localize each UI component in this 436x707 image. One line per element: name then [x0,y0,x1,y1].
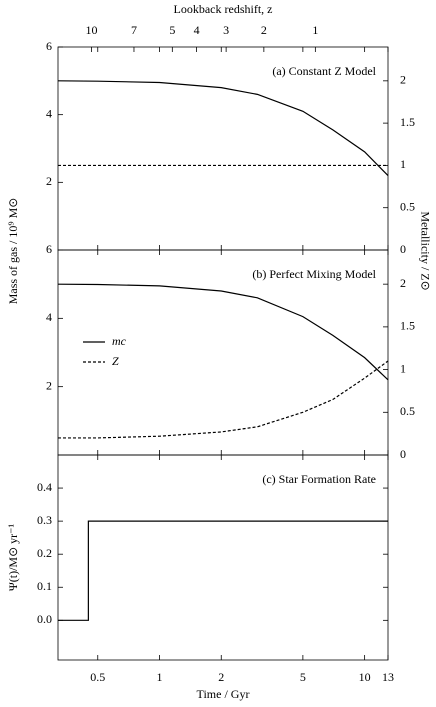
y-tick-label: 2 [46,378,52,392]
legend-label: mc [112,334,127,348]
x-tick-label: 2 [218,670,224,684]
y-tick-label: 0.4 [37,480,52,494]
y-tick-label: 2 [46,174,52,188]
y2-axis-label: Metallicity / Z⊙ [418,211,432,290]
plot-frame [57,249,389,456]
y2-tick-label: 1 [400,361,406,375]
x-tick-label: 10 [359,670,371,684]
panel-title: (c) Star Formation Rate [262,472,376,486]
series-line [57,80,389,176]
plot-frame [57,454,389,661]
x2-tick-label: 4 [194,23,200,37]
series-line [58,520,388,621]
y2-tick-label: 0.5 [400,199,415,213]
x-tick-label: 0.5 [90,670,105,684]
y-axis-label: Ψ(t)/M⊙ yr⁻¹ [6,524,20,592]
y-tick-label: 6 [46,242,52,256]
y2-tick-label: 2 [400,276,406,290]
x-tick-label: 5 [300,670,306,684]
x2-axis-label: Lookback redshift, z [174,2,273,16]
x-tick-label: 1 [157,670,163,684]
y2-tick-label: 1.5 [400,115,415,129]
y-tick-label: 0.3 [37,513,52,527]
panel-title: (a) Constant Z Model [272,64,376,78]
series-line [58,360,389,439]
y2-tick-label: 0 [400,447,406,461]
x-axis-label: Time / Gyr [197,687,250,701]
y-tick-label: 0.0 [37,612,52,626]
series-line [57,283,389,381]
y2-tick-label: 0 [400,242,406,256]
y-tick-label: 4 [46,310,52,324]
y-tick-label: 0.1 [37,579,52,593]
x-tick-label: 13 [382,670,394,684]
y2-tick-label: 2 [400,73,406,87]
x2-tick-label: 1 [312,23,318,37]
x2-tick-label: 3 [223,23,229,37]
y-tick-label: 6 [46,39,52,53]
y2-tick-label: 0.5 [400,404,415,418]
legend-label: Z [112,354,119,368]
x2-tick-label: 7 [131,23,137,37]
x2-tick-label: 10 [85,23,97,37]
y-tick-label: 4 [46,106,52,120]
y-tick-label: 0.2 [37,546,52,560]
panel-title: (b) Perfect Mixing Model [252,267,376,281]
y2-tick-label: 1 [400,157,406,171]
y2-tick-label: 1.5 [400,319,415,333]
x2-tick-label: 2 [261,23,267,37]
x2-tick-label: 5 [169,23,175,37]
y-axis-label: Mass of gas / 10⁹ M⊙ [6,198,20,305]
